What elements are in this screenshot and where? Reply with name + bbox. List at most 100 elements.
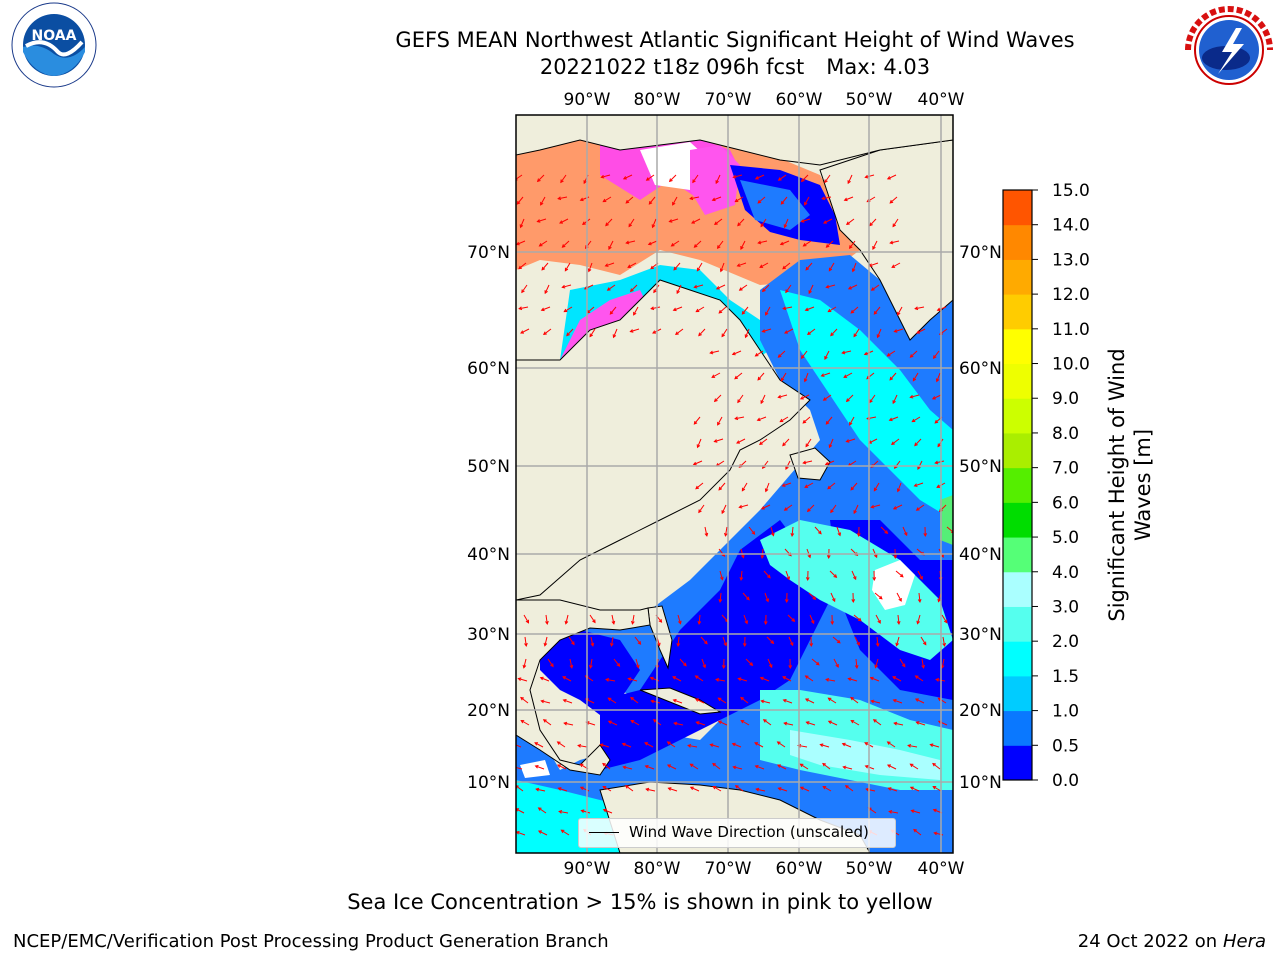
wave-direction-arrowhead [934,419,939,424]
wave-direction-arrow [608,720,618,726]
colorbar-tick-label: 2.0 [1052,632,1079,652]
wave-direction-arrow [757,372,765,381]
wave-direction-arrowhead [674,331,679,336]
wave-direction-arrowhead [627,677,632,681]
wave-direction-arrowhead [896,488,901,493]
wave-direction-arrowhead [744,334,749,339]
wave-direction-arrow [824,350,830,360]
wave-direction-arrow [770,526,774,536]
map-subtitle: 20221022 t18z 096h fcst Max: 4.03 [300,54,1170,80]
wave-direction-arrow [895,570,904,578]
wave-direction-arrow [566,328,574,336]
wave-direction-arrow [720,262,725,272]
wave-direction-arrowhead [850,719,855,724]
wave-direction-arrowhead [909,394,914,399]
wave-direction-arrow [892,218,899,227]
wave-direction-arrowhead [652,719,657,723]
ice-island-white [872,560,915,610]
colorbar-segment [1003,363,1032,399]
wave-direction-arrow [523,658,527,668]
wave-direction-arrowhead [696,267,701,272]
wave-direction-arrow [690,786,700,792]
wave-direction-arrowhead [602,762,606,767]
wave-direction-arrow [805,698,815,704]
wave-direction-arrow [718,482,726,491]
wave-direction-arrowhead [741,554,745,559]
wave-direction-arrow [836,526,841,536]
wave-direction-arrow [558,196,568,200]
wave-direction-arrow [758,240,768,244]
wave-direction-arrowhead [800,355,805,360]
wave-direction-arrow [722,636,727,646]
wave-direction-arrowhead [608,246,612,250]
wave-direction-arrowhead [631,620,635,625]
wave-direction-arrowhead [847,286,852,290]
wave-direction-arrow [784,328,794,334]
wave-direction-arrowhead [611,620,616,625]
colorbar-segment [1003,745,1032,781]
wave-direction-arrow [667,764,677,770]
wave-direction-arrow [912,372,919,381]
cuba-land [639,687,722,715]
wave-direction-arrowhead [738,504,743,509]
wave-direction-arrow [803,240,812,247]
legend-label: Wind Wave Direction (unscaled) [629,823,869,841]
wave-direction-arrowhead [558,810,563,814]
host-name: Hera [1222,931,1266,952]
wave-direction-arrowhead [630,719,635,724]
wave-direction-arrow [830,328,838,336]
wave-direction-arrow [912,416,921,423]
wave-direction-arrow [710,744,720,748]
wave-direction-arrow [801,350,808,359]
wave-direction-arrowhead [937,443,941,448]
wave-direction-arrow [915,675,924,682]
lon-label-bottom: 70°W [705,859,752,879]
date-stamp: 24 Oct 2022 on Hera [1078,931,1266,952]
wave-direction-arrow [584,284,594,290]
wave-direction-arrow [679,658,687,667]
wave-direction-arrow [673,699,683,704]
wave-direction-arrowhead [821,196,826,201]
wave-direction-arrowhead [942,642,946,647]
wave-direction-arrowhead [789,642,794,647]
wave-direction-arrowhead [903,532,908,537]
wave-direction-arrow [714,394,722,402]
wave-direction-arrowhead [717,720,722,725]
wave-direction-arrowhead [579,763,584,768]
wave-direction-arrow [524,636,527,646]
wave-direction-arrowhead [762,719,767,723]
wave-direction-arrow [873,306,881,315]
map-title: GEFS MEAN Northwest Atlantic Significant… [395,28,1075,52]
wave-direction-arrow [560,174,567,183]
wave-direction-arrow [853,328,860,337]
wave-direction-arrowhead [765,598,770,603]
lat-label-left: 10°N [467,773,510,793]
wave-direction-arrow [850,482,858,491]
lat-label-right: 50°N [959,457,1002,477]
lat-label-right: 60°N [959,359,1002,379]
colorbar-tick-label: 9.0 [1052,389,1079,409]
wave-direction-arrow [870,677,880,682]
wave-direction-arrowhead [802,460,807,465]
colorbar-tick-label: 1.0 [1052,702,1079,722]
wave-direction-arrow [716,284,726,290]
wave-direction-arrowhead [847,677,852,681]
colorbar-tick-label: 13.0 [1052,250,1090,270]
wave-direction-arrowhead [649,676,654,681]
wave-direction-arrow [557,741,566,748]
wave-direction-arrowhead [734,785,739,789]
wave-direction-arrowhead [782,676,787,680]
wave-direction-arrowhead [893,721,898,726]
wave-direction-arrow [823,218,833,224]
wave-direction-arrow [846,394,854,402]
wave-direction-arrow [697,438,702,448]
wave-direction-arrow [778,174,787,181]
wave-direction-arrow [829,570,837,578]
wave-direction-arrowhead [763,621,768,626]
wave-direction-arrow [516,174,523,180]
colorbar-segment [1003,398,1032,434]
wave-direction-arrow [516,196,524,205]
wave-direction-arrow [613,658,620,667]
wave-direction-arrowhead [653,289,657,294]
wave-direction-arrow [755,174,765,180]
